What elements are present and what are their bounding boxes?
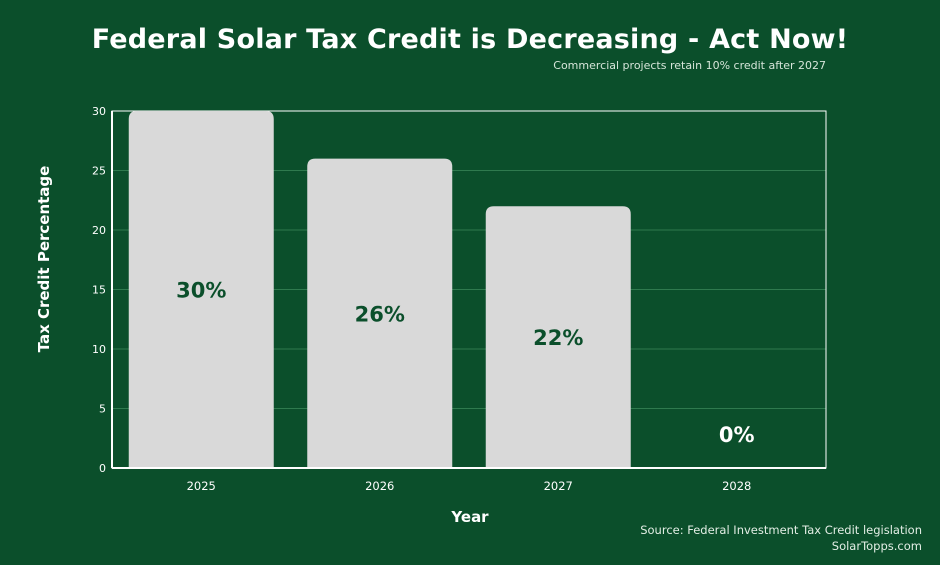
source-text: Source: Federal Investment Tax Credit le… [640, 523, 922, 537]
source-note: Source: Federal Investment Tax Credit le… [640, 522, 922, 554]
bar-2025 [128, 111, 274, 468]
y-tick-label: 10 [92, 343, 106, 356]
x-tick-label: 2027 [544, 479, 573, 493]
x-tick-label: 2026 [365, 479, 394, 493]
y-tick-label: 0 [99, 462, 106, 475]
x-tick-label: 2025 [187, 479, 216, 493]
chart-title: Federal Solar Tax Credit is Decreasing -… [91, 24, 849, 55]
bar-label-2025: 30% [176, 279, 226, 303]
bar-label-2028: 0% [719, 423, 755, 447]
y-axis-label: Tax Credit Percentage [35, 166, 53, 353]
bar-shape [307, 158, 453, 468]
chart-subtitle: Commercial projects retain 10% credit af… [553, 59, 826, 72]
site-name: SolarTopps.com [831, 539, 922, 553]
bars [128, 111, 810, 468]
bar-data-labels: 30% 26% 22% 0% [176, 279, 754, 448]
bar-2026 [307, 158, 453, 468]
x-axis-label: Year [450, 508, 489, 526]
bar-shape [128, 111, 274, 468]
y-tick-label: 30 [92, 105, 106, 118]
bar-2027 [485, 206, 631, 468]
y-tick-label: 25 [92, 165, 106, 178]
x-axis-ticks: 2025 2026 2027 2028 [187, 479, 752, 493]
y-tick-label: 15 [92, 284, 106, 297]
bar-label-2026: 26% [355, 302, 405, 326]
x-tick-label: 2028 [722, 479, 751, 493]
bar-label-2027: 22% [533, 326, 583, 350]
y-tick-label: 5 [99, 403, 106, 416]
bar-shape [485, 206, 631, 468]
y-axis-ticks: 0 5 10 15 20 25 30 [92, 105, 106, 475]
y-tick-label: 20 [92, 224, 106, 237]
